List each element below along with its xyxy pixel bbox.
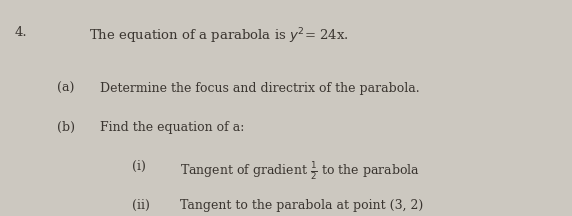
Text: (ii): (ii)	[132, 199, 149, 212]
Text: The equation of a parabola is $y^2$= 24x.: The equation of a parabola is $y^2$= 24x…	[89, 26, 348, 46]
Text: (i): (i)	[132, 160, 145, 173]
Text: Tangent of gradient $\frac{1}{2}$ to the parabola: Tangent of gradient $\frac{1}{2}$ to the…	[180, 160, 420, 182]
Text: Tangent to the parabola at point (3, 2): Tangent to the parabola at point (3, 2)	[180, 199, 423, 212]
Text: (a): (a)	[57, 82, 74, 95]
Text: 4.: 4.	[14, 26, 27, 39]
Text: (b): (b)	[57, 121, 75, 134]
Text: Find the equation of a:: Find the equation of a:	[100, 121, 244, 134]
Text: Determine the focus and directrix of the parabola.: Determine the focus and directrix of the…	[100, 82, 420, 95]
